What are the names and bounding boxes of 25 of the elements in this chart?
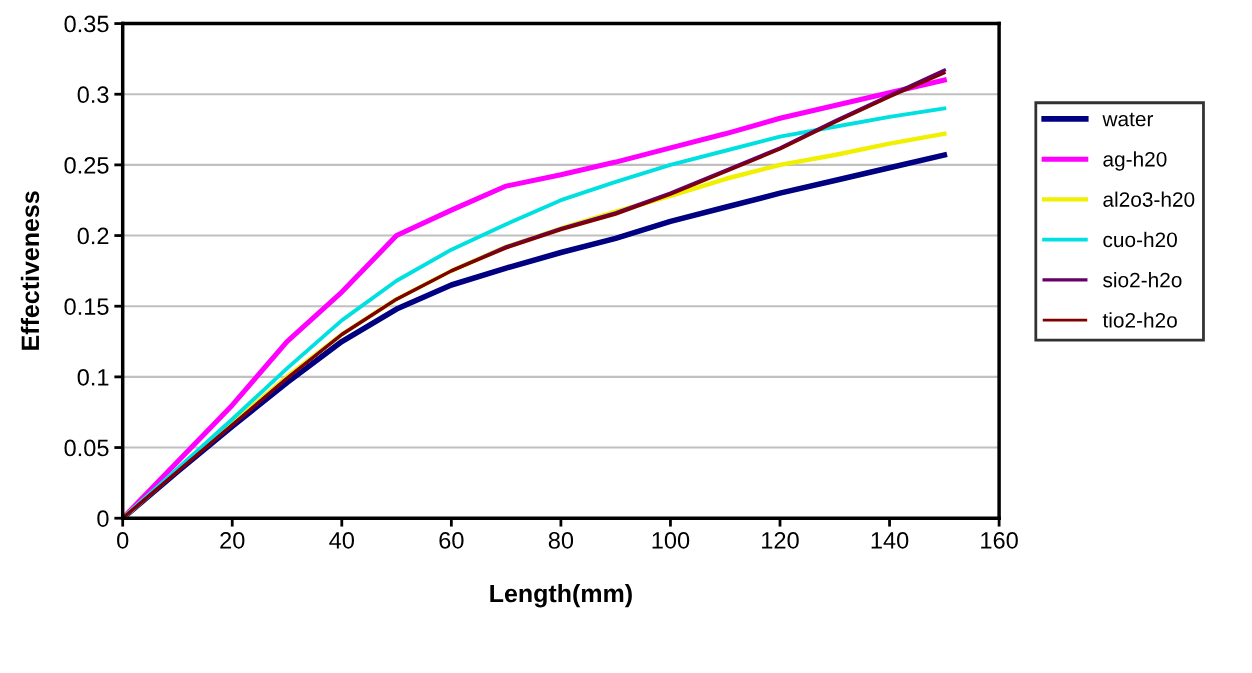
y-tick-label: 0.15 xyxy=(64,298,109,315)
y-axis-title: Effectiveness xyxy=(20,191,40,350)
legend-label: al2o3-h20 xyxy=(1103,191,1195,207)
legend-label: sio2-h2o xyxy=(1103,272,1182,288)
y-tick-label: 0.35 xyxy=(64,15,109,33)
y-tick-label: 0.1 xyxy=(77,368,109,386)
legend-label: cuo-h20 xyxy=(1103,231,1177,248)
x-tick-label: 60 xyxy=(439,532,464,549)
x-tick-label: 0 xyxy=(117,532,129,549)
x-tick-label: 100 xyxy=(652,532,690,549)
legend-label: water xyxy=(1102,112,1154,127)
legend-label: ag-h20 xyxy=(1103,151,1167,171)
x-axis-title: Length(mm) xyxy=(490,583,632,608)
x-tick-label: 20 xyxy=(220,532,245,549)
x-tick-label: 120 xyxy=(762,532,799,549)
x-tick-label: 40 xyxy=(329,532,355,549)
legend-label: tio2-h2o xyxy=(1102,312,1177,328)
x-tick-label: 160 xyxy=(981,532,1018,549)
y-tick-label: 0 xyxy=(97,510,109,527)
x-tick-label: 140 xyxy=(871,532,909,549)
y-tick-label: 0.3 xyxy=(77,86,109,104)
x-tick-label: 80 xyxy=(548,532,574,549)
y-tick-label: 0.2 xyxy=(77,227,109,245)
y-tick-label: 0.25 xyxy=(64,156,109,174)
y-tick-label: 0.05 xyxy=(64,439,109,457)
